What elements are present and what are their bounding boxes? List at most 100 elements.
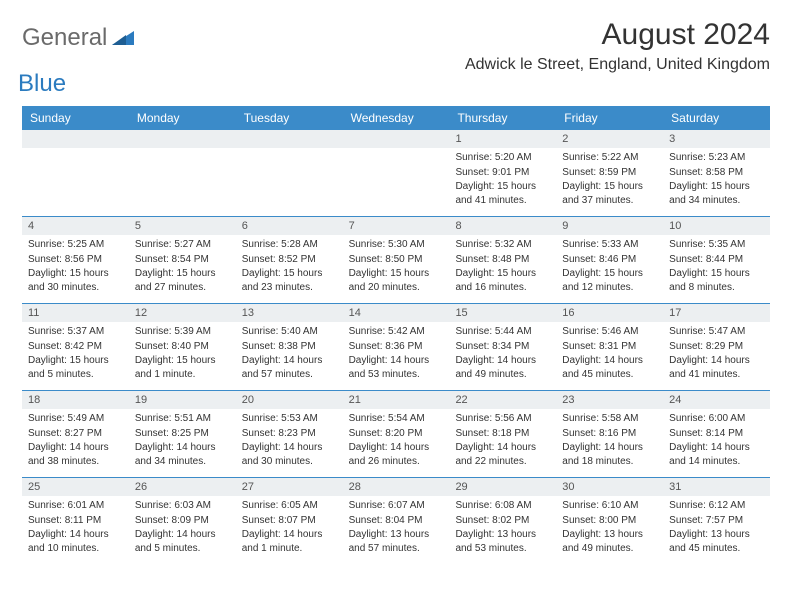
day-number: 31 <box>663 478 770 496</box>
day-cell: 7Sunrise: 5:30 AMSunset: 8:50 PMDaylight… <box>343 217 450 303</box>
week-row: 11Sunrise: 5:37 AMSunset: 8:42 PMDayligh… <box>22 303 770 390</box>
day-content: Sunrise: 5:23 AMSunset: 8:58 PMDaylight:… <box>663 148 770 214</box>
daylight-text: Daylight: 14 hours and 57 minutes. <box>242 354 337 381</box>
sunrise-text: Sunrise: 5:42 AM <box>349 325 444 339</box>
day-content: Sunrise: 5:46 AMSunset: 8:31 PMDaylight:… <box>556 322 663 388</box>
day-number: 18 <box>22 391 129 409</box>
sunrise-text: Sunrise: 5:22 AM <box>562 151 657 165</box>
day-content: Sunrise: 6:00 AMSunset: 8:14 PMDaylight:… <box>663 409 770 475</box>
sunrise-text: Sunrise: 5:32 AM <box>455 238 550 252</box>
sunset-text: Sunset: 8:36 PM <box>349 340 444 354</box>
daylight-text: Daylight: 13 hours and 57 minutes. <box>349 528 444 555</box>
sunset-text: Sunset: 8:11 PM <box>28 514 123 528</box>
day-cell: 10Sunrise: 5:35 AMSunset: 8:44 PMDayligh… <box>663 217 770 303</box>
daylight-text: Daylight: 14 hours and 14 minutes. <box>669 441 764 468</box>
day-cell: 26 Sunrise: 6:03 AMSunset: 8:09 PMDayligh… <box>129 478 236 564</box>
day-number: 25 <box>22 478 129 496</box>
day-content: Sunrise: 6:12 AMSunset: 7:57 PMDaylight:… <box>663 496 770 562</box>
day-content: Sunrise: 5:44 AMSunset: 8:34 PMDaylight:… <box>449 322 556 388</box>
sunset-text: Sunset: 8:25 PM <box>135 427 230 441</box>
day-content: Sunrise: 5:47 AMSunset: 8:29 PMDaylight:… <box>663 322 770 388</box>
sunset-text: Sunset: 8:58 PM <box>669 166 764 180</box>
day-content: Sunrise: 6:10 AMSunset: 8:00 PMDaylight:… <box>556 496 663 562</box>
day-number: 7 <box>343 217 450 235</box>
location-subtitle: Adwick le Street, England, United Kingdo… <box>465 56 770 74</box>
day-number: 9 <box>556 217 663 235</box>
day-cell: 2 Sunrise: 5:22 AMSunset: 8:59 PMDaylight… <box>556 130 663 216</box>
day-cell: 8Sunrise: 5:32 AMSunset: 8:48 PMDaylight… <box>449 217 556 303</box>
daylight-text: Daylight: 14 hours and 10 minutes. <box>28 528 123 555</box>
day-number: 28 <box>343 478 450 496</box>
day-number <box>22 130 129 148</box>
sunrise-text: Sunrise: 6:08 AM <box>455 499 550 513</box>
day-number: 21 <box>343 391 450 409</box>
sunset-text: Sunset: 8:20 PM <box>349 427 444 441</box>
day-number: 3 <box>663 130 770 148</box>
day-content: Sunrise: 5:39 AMSunset: 8:40 PMDaylight:… <box>129 322 236 388</box>
daylight-text: Daylight: 14 hours and 22 minutes. <box>455 441 550 468</box>
sunset-text: Sunset: 8:54 PM <box>135 253 230 267</box>
daylight-text: Daylight: 15 hours and 27 minutes. <box>135 267 230 294</box>
daylight-text: Daylight: 14 hours and 41 minutes. <box>669 354 764 381</box>
sunset-text: Sunset: 8:59 PM <box>562 166 657 180</box>
sunrise-text: Sunrise: 6:12 AM <box>669 499 764 513</box>
day-content: Sunrise: 5:42 AMSunset: 8:36 PMDaylight:… <box>343 322 450 388</box>
day-content: Sunrise: 5:35 AMSunset: 8:44 PMDaylight:… <box>663 235 770 301</box>
sunset-text: Sunset: 8:52 PM <box>242 253 337 267</box>
sunrise-text: Sunrise: 6:00 AM <box>669 412 764 426</box>
daylight-text: Daylight: 15 hours and 8 minutes. <box>669 267 764 294</box>
day-number <box>129 130 236 148</box>
daylight-text: Daylight: 15 hours and 37 minutes. <box>562 180 657 207</box>
day-number: 4 <box>22 217 129 235</box>
daylight-text: Daylight: 14 hours and 5 minutes. <box>135 528 230 555</box>
brand-part2: Blue <box>18 70 134 98</box>
day-number: 12 <box>129 304 236 322</box>
day-number: 2 <box>556 130 663 148</box>
sunrise-text: Sunrise: 6:03 AM <box>135 499 230 513</box>
day-content: Sunrise: 5:27 AMSunset: 8:54 PMDaylight:… <box>129 235 236 301</box>
day-content: Sunrise: 6:08 AMSunset: 8:02 PMDaylight:… <box>449 496 556 562</box>
sunrise-text: Sunrise: 6:07 AM <box>349 499 444 513</box>
day-content: Sunrise: 6:01 AMSunset: 8:11 PMDaylight:… <box>22 496 129 562</box>
sunset-text: Sunset: 8:09 PM <box>135 514 230 528</box>
day-cell: 5Sunrise: 5:27 AMSunset: 8:54 PMDaylight… <box>129 217 236 303</box>
sunset-text: Sunset: 9:01 PM <box>455 166 550 180</box>
day-cell: 14Sunrise: 5:42 AMSunset: 8:36 PMDayligh… <box>343 304 450 390</box>
sunrise-text: Sunrise: 5:30 AM <box>349 238 444 252</box>
sunrise-text: Sunrise: 6:10 AM <box>562 499 657 513</box>
day-number: 26 <box>129 478 236 496</box>
day-cell: 23Sunrise: 5:58 AMSunset: 8:16 PMDayligh… <box>556 391 663 477</box>
sunrise-text: Sunrise: 5:35 AM <box>669 238 764 252</box>
sunrise-text: Sunrise: 5:27 AM <box>135 238 230 252</box>
weekday-header: Friday <box>556 106 663 130</box>
day-number: 24 <box>663 391 770 409</box>
weekday-header: Sunday <box>22 106 129 130</box>
day-content: Sunrise: 6:07 AMSunset: 8:04 PMDaylight:… <box>343 496 450 562</box>
daylight-text: Daylight: 14 hours and 34 minutes. <box>135 441 230 468</box>
day-number: 20 <box>236 391 343 409</box>
day-cell <box>22 130 129 216</box>
weekday-header: Monday <box>129 106 236 130</box>
day-cell: 24Sunrise: 6:00 AMSunset: 8:14 PMDayligh… <box>663 391 770 477</box>
sunrise-text: Sunrise: 5:23 AM <box>669 151 764 165</box>
day-cell: 31Sunrise: 6:12 AMSunset: 7:57 PMDayligh… <box>663 478 770 564</box>
day-cell: 28Sunrise: 6:07 AMSunset: 8:04 PMDayligh… <box>343 478 450 564</box>
sunset-text: Sunset: 8:34 PM <box>455 340 550 354</box>
day-content: Sunrise: 5:25 AMSunset: 8:56 PMDaylight:… <box>22 235 129 301</box>
day-number: 19 <box>129 391 236 409</box>
month-title: August 2024 <box>465 18 770 52</box>
sunset-text: Sunset: 8:48 PM <box>455 253 550 267</box>
day-number: 29 <box>449 478 556 496</box>
sunrise-text: Sunrise: 5:40 AM <box>242 325 337 339</box>
sunset-text: Sunset: 8:14 PM <box>669 427 764 441</box>
week-row: 4Sunrise: 5:25 AMSunset: 8:56 PMDaylight… <box>22 216 770 303</box>
day-number: 22 <box>449 391 556 409</box>
brand-part1: General <box>22 24 107 51</box>
day-content: Sunrise: 5:58 AMSunset: 8:16 PMDaylight:… <box>556 409 663 475</box>
sunset-text: Sunset: 8:18 PM <box>455 427 550 441</box>
daylight-text: Daylight: 14 hours and 30 minutes. <box>242 441 337 468</box>
day-cell: 3Sunrise: 5:23 AMSunset: 8:58 PMDaylight… <box>663 130 770 216</box>
day-number: 1 <box>449 130 556 148</box>
daylight-text: Daylight: 15 hours and 5 minutes. <box>28 354 123 381</box>
sunrise-text: Sunrise: 5:37 AM <box>28 325 123 339</box>
